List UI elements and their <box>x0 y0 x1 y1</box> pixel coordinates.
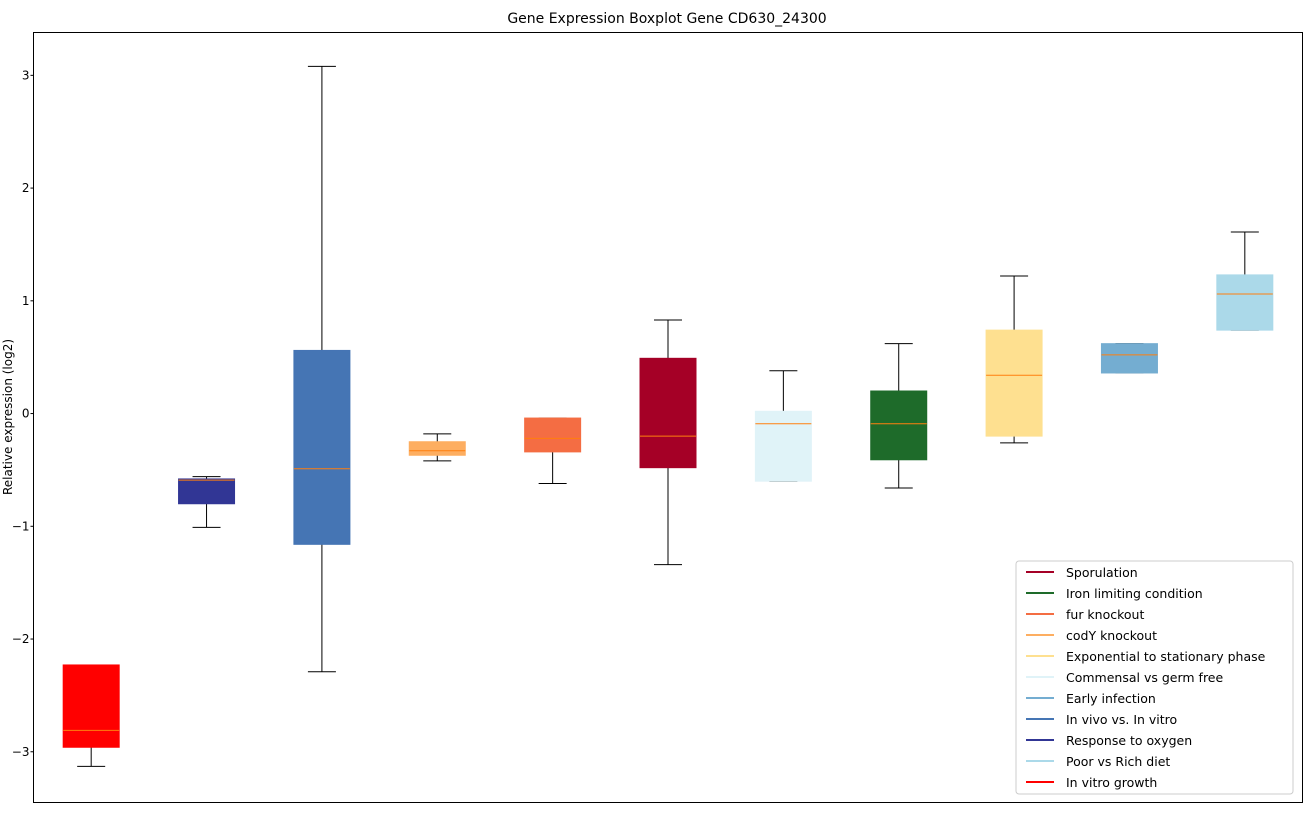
box-poor-vs-rich-diet <box>1216 231 1274 331</box>
box-in-vitro-growth <box>62 664 120 767</box>
y-axis: −3 −2 −1 0 1 2 3 <box>12 68 34 759</box>
y-tick-label: −2 <box>12 632 30 646</box>
legend: Sporulation Iron limiting condition fur kn… <box>1015 560 1294 795</box>
y-axis-label: Relative expression (log2) <box>1 339 15 495</box>
box-iqr <box>754 410 812 482</box>
y-tick-label: −1 <box>12 519 30 533</box>
y-tick-label: 1 <box>22 294 30 308</box>
y-tick-label: 3 <box>22 68 30 82</box>
legend-label: Poor vs Rich diet <box>1066 754 1170 769</box>
box-iqr <box>1216 274 1274 331</box>
y-tick-label: 0 <box>22 407 30 421</box>
plot-frame <box>33 32 1303 803</box>
legend-label: Exponential to stationary phase <box>1066 649 1266 664</box>
box-iqr <box>639 357 697 469</box>
legend-item: Early infection <box>1026 691 1156 706</box>
box-iron-limiting-condition <box>870 343 928 489</box>
legend-item: Response to oxygen <box>1026 733 1192 748</box>
box-exponential-to-stationary-phase <box>985 275 1043 444</box>
legend-label: In vivo vs. In vitro <box>1066 712 1177 727</box>
legend-item: Poor vs Rich diet <box>1026 754 1170 769</box>
legend-item: Iron limiting condition <box>1026 586 1203 601</box>
box-iqr <box>1100 343 1158 374</box>
legend-label: Early infection <box>1066 691 1156 706</box>
legend-item: codY knockout <box>1026 628 1157 643</box>
box-iqr <box>408 441 466 456</box>
legend-item: fur knockout <box>1026 607 1144 622</box>
box-sporulation <box>639 319 697 566</box>
box-iqr <box>62 664 120 748</box>
legend-label: codY knockout <box>1066 628 1157 643</box>
box-iqr <box>293 349 351 545</box>
legend-label: Sporulation <box>1066 565 1138 580</box>
legend-item: In vitro growth <box>1026 775 1157 790</box>
box-response-to-oxygen <box>178 476 236 528</box>
legend-frame <box>1015 560 1294 795</box>
box-iqr <box>524 417 582 453</box>
legend-label: fur knockout <box>1066 607 1144 622</box>
legend-label: Iron limiting condition <box>1066 586 1203 601</box>
legend-item: Sporulation <box>1026 565 1138 580</box>
y-tick-label: 2 <box>22 181 30 195</box>
box-in-vivo-vs-in-vitro <box>293 65 351 673</box>
legend-label: In vitro growth <box>1066 775 1157 790</box>
legend-item: Exponential to stationary phase <box>1026 649 1266 664</box>
legend-label: Response to oxygen <box>1066 733 1192 748</box>
chart-title: Gene Expression Boxplot Gene CD630_24300 <box>507 11 826 27</box>
box-cody-knockout <box>408 433 466 462</box>
legend-item: Commensal vs germ free <box>1026 670 1223 685</box>
box-iqr <box>985 329 1043 437</box>
box-iqr <box>178 478 236 505</box>
boxes <box>62 65 1274 767</box>
box-fur-knockout <box>524 417 582 484</box>
box-early-infection <box>1100 343 1158 374</box>
y-tick-label: −3 <box>12 745 30 759</box>
box-commensal-vs-germ-free <box>754 370 812 482</box>
legend-item: In vivo vs. In vitro <box>1026 712 1177 727</box>
box-iqr <box>870 390 928 461</box>
legend-label: Commensal vs germ free <box>1066 670 1223 685</box>
